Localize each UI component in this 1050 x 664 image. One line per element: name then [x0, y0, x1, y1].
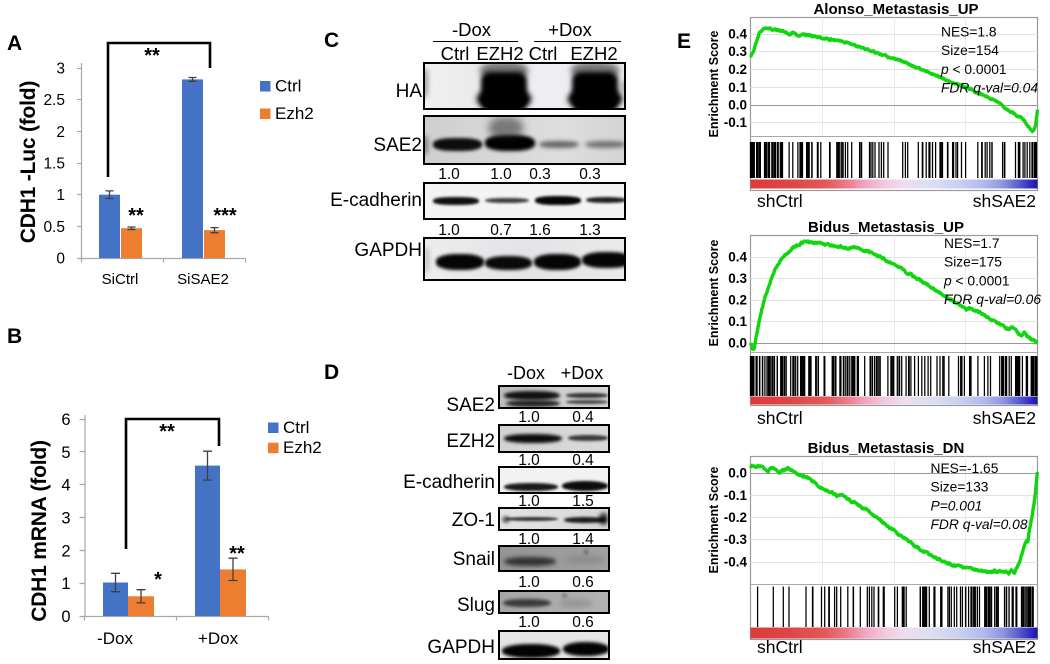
svg-text:**: **: [128, 205, 144, 227]
svg-text:Bidus_Metastasis_UP: Bidus_Metastasis_UP: [808, 219, 964, 236]
svg-text:NES=1.7: NES=1.7: [944, 236, 1000, 251]
svg-text:p < 0.0001: p < 0.0001: [943, 273, 1010, 288]
svg-text:shCtrl: shCtrl: [757, 408, 803, 428]
svg-text:Ezh2: Ezh2: [283, 438, 322, 457]
svg-text:***: ***: [213, 205, 237, 227]
svg-text:Enrichment Score: Enrichment Score: [707, 466, 721, 573]
svg-text:Size=175: Size=175: [944, 255, 1002, 270]
svg-text:0.2: 0.2: [728, 62, 747, 77]
svg-text:FDR q-val=0.06: FDR q-val=0.06: [944, 292, 1041, 307]
svg-text:p < 0.0001: p < 0.0001: [940, 62, 1007, 77]
svg-text:-0.1: -0.1: [724, 115, 748, 130]
svg-text:FDR q-val=0.04: FDR q-val=0.04: [941, 81, 1038, 96]
svg-text:0.2: 0.2: [728, 293, 747, 308]
svg-text:0.3: 0.3: [728, 44, 747, 59]
svg-text:shSAE2: shSAE2: [973, 408, 1036, 428]
svg-text:P=0.001: P=0.001: [931, 498, 983, 513]
svg-text:0.3: 0.3: [728, 271, 747, 286]
svg-text:2.5: 2.5: [43, 92, 65, 109]
svg-text:-0.1: -0.1: [724, 488, 748, 503]
svg-text:Alonso_Metastasis_UP: Alonso_Metastasis_UP: [813, 1, 978, 18]
svg-text:0: 0: [61, 608, 70, 626]
svg-text:0.0: 0.0: [728, 98, 747, 113]
svg-text:Enrichment Score: Enrichment Score: [707, 239, 721, 346]
svg-text:-0.3: -0.3: [724, 532, 748, 547]
svg-text:1.5: 1.5: [43, 156, 65, 173]
svg-text:Size=133: Size=133: [931, 480, 989, 495]
svg-text:2: 2: [61, 542, 70, 560]
svg-text:**: **: [144, 45, 160, 67]
svg-text:0.4: 0.4: [728, 250, 747, 265]
svg-text:0.5: 0.5: [43, 219, 65, 236]
svg-text:shSAE2: shSAE2: [973, 191, 1036, 211]
svg-text:2: 2: [56, 124, 65, 141]
svg-text:5: 5: [61, 444, 70, 462]
svg-text:1: 1: [61, 575, 70, 593]
svg-text:shCtrl: shCtrl: [757, 637, 803, 657]
svg-text:6: 6: [61, 411, 70, 429]
svg-text:+Dox: +Dox: [198, 629, 239, 648]
svg-text:*: *: [154, 569, 162, 591]
svg-text:Size=154: Size=154: [941, 43, 999, 58]
svg-text:Ezh2: Ezh2: [275, 104, 314, 123]
svg-text:**: **: [229, 543, 245, 565]
svg-text:**: **: [159, 421, 175, 443]
svg-text:Ctrl: Ctrl: [283, 418, 309, 437]
svg-text:1: 1: [56, 187, 65, 204]
svg-text:SiCtrl: SiCtrl: [102, 271, 139, 288]
svg-text:SiSAE2: SiSAE2: [177, 271, 229, 288]
svg-text:0.1: 0.1: [728, 80, 747, 95]
svg-text:0.0: 0.0: [728, 466, 747, 481]
svg-text:Ctrl: Ctrl: [275, 77, 301, 96]
svg-text:0.4: 0.4: [728, 27, 747, 42]
svg-text:CDH1 -Luc (fold): CDH1 -Luc (fold): [17, 81, 40, 243]
svg-text:FDR q-val=0.08: FDR q-val=0.08: [931, 517, 1028, 532]
svg-text:shCtrl: shCtrl: [757, 191, 803, 211]
svg-text:0.0: 0.0: [728, 336, 747, 351]
svg-text:Bidus_Metastasis_DN: Bidus_Metastasis_DN: [808, 440, 965, 457]
svg-text:CDH1 mRNA (fold): CDH1 mRNA (fold): [28, 440, 51, 622]
svg-text:0.1: 0.1: [728, 314, 747, 329]
svg-text:0: 0: [56, 251, 65, 268]
svg-text:NES=-1.65: NES=-1.65: [931, 461, 999, 476]
svg-text:4: 4: [61, 477, 70, 495]
svg-text:shSAE2: shSAE2: [973, 637, 1036, 657]
svg-text:-0.4: -0.4: [724, 555, 748, 570]
svg-text:Enrichment Score: Enrichment Score: [707, 30, 721, 137]
svg-text:NES=1.8: NES=1.8: [941, 25, 997, 40]
svg-text:3: 3: [56, 61, 65, 78]
svg-text:-Dox: -Dox: [97, 629, 133, 648]
svg-text:3: 3: [61, 510, 70, 528]
svg-text:-0.2: -0.2: [724, 510, 747, 525]
